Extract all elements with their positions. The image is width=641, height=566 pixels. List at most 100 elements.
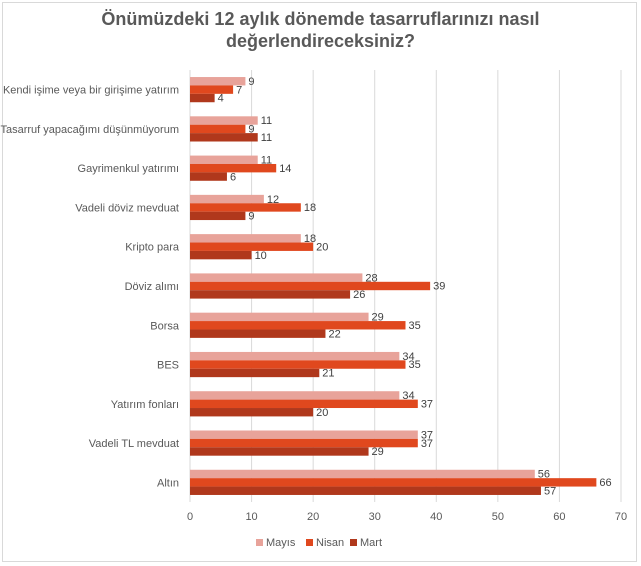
bar-mayıs-0 [190,77,246,86]
data-label: 20 [316,241,328,253]
legend-swatch-nisan [306,539,313,546]
data-label: 18 [304,233,316,245]
category-label: Yatırım fonları [111,399,179,411]
data-label: 20 [316,407,328,419]
bar-mayıs-5 [190,273,363,282]
bar-mart-0 [190,93,215,103]
chart-title-line-2: değerlendireceksiniz? [225,31,416,51]
bar-mart-4 [190,250,252,260]
data-label: 35 [409,359,421,371]
bar-mart-3 [190,211,246,221]
legend-swatch-mayıs [256,539,263,546]
x-tick-label: 0 [187,511,193,523]
legend: Mayıs Nisan Mart [256,537,382,549]
data-label: 57 [544,485,556,497]
bar-nisan-2 [190,163,277,173]
category-label: Borsa [150,320,180,332]
data-label: 37 [421,399,433,411]
data-label: 10 [255,250,267,262]
data-label: 11 [261,132,272,144]
data-label: 12 [267,194,279,206]
data-label: 56 [538,469,550,481]
x-tick-label: 10 [245,511,257,523]
legend-label-nisan: Nisan [316,537,344,549]
bar-nisan-4 [190,242,314,251]
data-label: 22 [328,328,340,340]
chart-title-line-1: Önümüzdeki 12 aylık dönemde tasarrufları… [101,9,540,29]
data-label: 39 [433,281,445,293]
data-label: 11 [261,154,272,166]
bar-mayıs-8 [190,391,400,400]
data-label: 18 [304,202,316,214]
bar-mart-10 [190,486,541,495]
bar-nisan-9 [190,438,418,448]
bar-nisan-10 [190,478,597,487]
bar-mart-2 [190,172,227,181]
x-tick-label: 20 [307,511,319,523]
bar-nisan-0 [190,85,234,94]
bar-mayıs-3 [190,194,264,204]
category-label: Altın [157,477,179,489]
category-label: Döviz alımı [125,281,179,293]
category-label: Kendi işime veya bir girişime yatırım [3,85,179,97]
x-tick-label: 40 [430,511,442,523]
data-label: 35 [409,320,421,332]
category-labels: Kendi işime veya bir girişime yatırım Tas… [0,85,179,490]
data-label: 34 [402,351,414,363]
bar-mayıs-7 [190,351,400,361]
bar-mart-5 [190,290,351,299]
data-label: 14 [279,163,291,175]
legend-label-mart: Mart [360,537,382,549]
bar-mayıs-6 [190,312,369,322]
bar-mart-7 [190,368,320,378]
category-label: Kripto para [125,242,180,254]
bar-mart-6 [190,329,326,338]
chart-title: Önümüzdeki 12 aylık dönemde tasarrufları… [0,8,641,52]
category-label: Vadeli döviz mevduat [75,202,179,214]
bar-mayıs-10 [190,469,535,479]
data-label: 34 [402,390,414,402]
bar-mayıs-4 [190,234,301,243]
category-label: BES [157,360,179,372]
data-label: 9 [248,124,254,136]
data-label: 29 [372,446,384,458]
bar-mart-9 [190,447,369,456]
legend-swatch-mart [350,539,357,546]
legend-label-mayıs: Mayıs [266,537,296,549]
data-label: 9 [248,211,254,223]
data-label: 37 [421,438,433,450]
data-label: 37 [421,429,433,441]
data-label: 66 [599,477,611,489]
data-label: 11 [261,115,272,127]
category-label: Gayrimenkul yatırımı [78,163,179,175]
data-labels: 9741191111146121891820102839262935223435… [218,76,612,498]
bar-mayıs-1 [190,116,258,125]
x-tick-label: 50 [492,511,504,523]
data-label: 4 [218,93,224,105]
bar-nisan-5 [190,281,431,291]
bar-mart-8 [190,408,314,417]
x-axis-ticks: 0 10 20 30 40 50 60 70 [187,511,627,523]
x-tick-label: 70 [615,511,627,523]
category-label: Vadeli TL mevduat [89,438,179,450]
data-label: 7 [236,84,242,96]
x-tick-label: 30 [369,511,381,523]
bar-nisan-3 [190,203,301,212]
x-tick-label: 60 [553,511,565,523]
bars [190,77,597,495]
data-label: 9 [248,76,254,88]
data-label: 21 [322,368,334,380]
category-label: Tasarruf yapacağımı düşünmüyorum [0,124,179,136]
bar-nisan-1 [190,124,246,134]
data-label: 26 [353,289,365,301]
bar-mayıs-2 [190,155,258,164]
data-label: 28 [365,272,377,284]
bar-nisan-7 [190,360,406,369]
bar-nisan-6 [190,321,406,330]
bar-mart-1 [190,133,258,142]
data-label: 6 [230,171,236,183]
data-label: 29 [372,312,384,324]
bar-mayıs-9 [190,430,418,439]
bar-nisan-8 [190,399,418,409]
